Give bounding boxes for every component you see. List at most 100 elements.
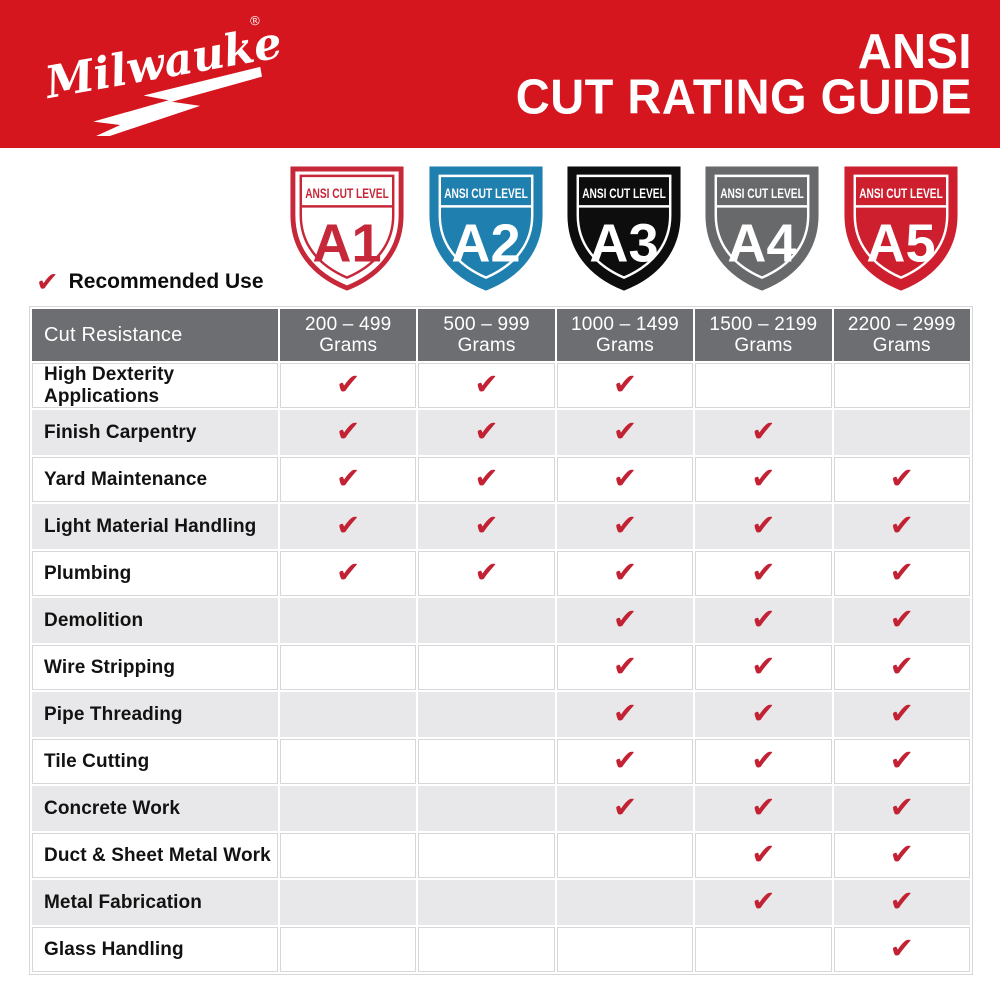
shield-inner-outline (853, 174, 949, 279)
shield-inner-outline (438, 174, 534, 279)
column-unit: Grams (734, 335, 793, 356)
row-label: High Dexterity Applications (30, 361, 280, 410)
row-label: Finish Carpentry (30, 408, 280, 457)
shield-level: A5 (866, 213, 935, 273)
empty-cell (277, 925, 419, 974)
check-icon: ✔ (889, 604, 914, 636)
check-icon: ✔ (336, 416, 361, 448)
ansi-shield-a2: ANSI CUT LEVEL A2 (416, 164, 554, 298)
milwaukee-logo: Milwaukee ® (40, 12, 313, 154)
check-icon: ✔ (612, 698, 638, 730)
table-row: Tile Cutting ✔ ✔ ✔ (30, 737, 972, 786)
recommended-cell: ✔ (693, 549, 834, 598)
recommended-cell: ✔ (831, 455, 972, 504)
recommended-cell: ✔ (554, 784, 696, 833)
recommended-use-label: Recommended Use (68, 270, 264, 293)
column-unit: Grams (319, 335, 378, 356)
column-header-4: 1500 – 2199 Grams (693, 307, 834, 363)
shield-level: A3 (589, 213, 658, 273)
empty-cell (277, 690, 419, 739)
check-icon: ✔ (751, 604, 776, 636)
check-icon: ✔ (336, 369, 361, 401)
recommended-cell: ✔ (831, 925, 972, 974)
check-icon: ✔ (751, 651, 776, 683)
recommended-cell: ✔ (693, 831, 834, 880)
recommended-use-legend: ✔ Recommended Use (0, 164, 278, 298)
recommended-cell: ✔ (554, 690, 696, 739)
empty-cell (416, 737, 557, 786)
empty-cell (277, 878, 419, 927)
shield-band: ✔ Recommended Use ANSI CUT LEVEL A1 ANSI… (0, 164, 1000, 298)
check-icon: ✔ (36, 267, 59, 297)
recommended-cell: ✔ (831, 737, 972, 786)
check-icon: ✔ (751, 698, 776, 730)
recommended-cell: ✔ (831, 690, 972, 739)
shield-shape (567, 166, 681, 291)
check-icon: ✔ (751, 416, 776, 448)
column-unit: Grams (595, 335, 654, 356)
check-icon: ✔ (751, 839, 776, 871)
column-header-3: 1000 – 1499 Grams (554, 307, 696, 363)
ansi-shield-a1: ANSI CUT LEVEL A1 (278, 164, 416, 298)
table-row: Glass Handling ✔ (30, 925, 972, 974)
check-icon: ✔ (889, 510, 914, 542)
recommended-cell: ✔ (693, 737, 834, 786)
registered-mark: ® (249, 12, 261, 29)
row-label: Duct & Sheet Metal Work (30, 831, 280, 880)
empty-cell (693, 925, 834, 974)
empty-cell (693, 361, 834, 410)
recommended-cell: ✔ (416, 408, 557, 457)
row-label: Concrete Work (30, 784, 280, 833)
recommended-cell: ✔ (831, 643, 972, 692)
row-label: Wire Stripping (30, 643, 280, 692)
recommended-cell: ✔ (831, 831, 972, 880)
empty-cell (277, 831, 419, 880)
page-title: ANSI CUT RATING GUIDE (516, 23, 980, 121)
check-icon: ✔ (612, 745, 638, 777)
recommended-cell: ✔ (693, 878, 834, 927)
recommended-cell: ✔ (554, 361, 696, 410)
table-row: Metal Fabrication ✔ ✔ (30, 878, 972, 927)
check-icon: ✔ (612, 416, 638, 448)
ansi-shield-a4: ANSI CUT LEVEL A4 (693, 164, 831, 298)
check-icon: ✔ (612, 557, 638, 589)
table-row: Concrete Work ✔ ✔ ✔ (30, 784, 972, 833)
table-row: Demolition ✔ ✔ ✔ (30, 596, 972, 645)
lightning-bolt-icon (58, 66, 262, 154)
shield-level: A4 (728, 213, 797, 273)
column-unit: Grams (457, 335, 516, 356)
empty-cell (416, 643, 557, 692)
check-icon: ✔ (751, 510, 776, 542)
shield-inner-outline (576, 174, 672, 279)
empty-cell (277, 643, 419, 692)
table-header-row: Cut Resistance 200 – 499 Grams 500 – 999 Gr… (30, 307, 972, 363)
column-header-5: 2200 – 2999 Grams (831, 307, 972, 363)
check-icon: ✔ (336, 463, 361, 495)
column-header-2: 500 – 999 Grams (416, 307, 557, 363)
recommended-cell: ✔ (277, 455, 419, 504)
empty-cell (554, 831, 696, 880)
column-range: 200 – 499 (305, 314, 392, 335)
row-label: Pipe Threading (30, 690, 280, 739)
check-icon: ✔ (751, 463, 776, 495)
empty-cell (831, 408, 972, 457)
row-label: Yard Maintenance (30, 455, 280, 504)
recommended-cell: ✔ (554, 643, 696, 692)
check-icon: ✔ (612, 792, 638, 824)
recommended-cell: ✔ (554, 596, 696, 645)
recommended-cell: ✔ (693, 690, 834, 739)
table-body: High Dexterity Applications ✔ ✔ ✔ Finish Car… (30, 361, 972, 974)
check-icon: ✔ (474, 510, 499, 542)
check-icon: ✔ (889, 745, 914, 777)
table-row: Finish Carpentry ✔ ✔ ✔ ✔ (30, 408, 972, 457)
shield-band-label: ANSI CUT LEVEL (305, 186, 389, 202)
empty-cell (416, 596, 557, 645)
recommended-cell: ✔ (554, 408, 696, 457)
ansi-shield-a3: ANSI CUT LEVEL A3 (555, 164, 693, 298)
shield-level: A2 (451, 213, 520, 273)
recommended-cell: ✔ (554, 502, 696, 551)
row-label: Light Material Handling (30, 502, 280, 551)
page-title-line1: ANSI (857, 23, 972, 79)
row-label: Demolition (30, 596, 280, 645)
